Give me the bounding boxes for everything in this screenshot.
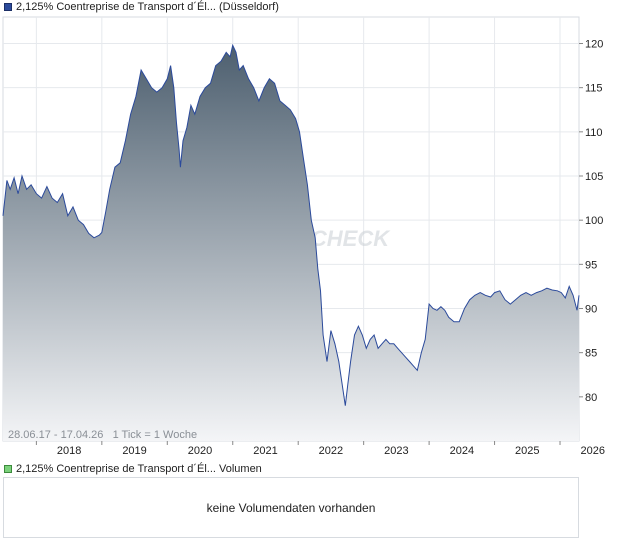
price-legend-swatch [4, 3, 12, 11]
price-legend-label: 2,125% Coentreprise de Transport d´Él...… [16, 1, 279, 13]
x-tick-label: 2018 [57, 445, 81, 457]
y-axis: 80 85 90 95 100 105 110 115 120 [579, 39, 603, 404]
x-axis: 2018 2019 2020 2021 2022 2023 2024 2025 2026 [35, 441, 605, 457]
x-tick-label: 2019 [122, 445, 146, 457]
x-tick-label: 2026 [581, 445, 605, 457]
volume-panel: keine Volumendaten vorhanden [3, 477, 579, 538]
watermark: CHECK [311, 226, 391, 251]
y-tick-label: 105 [585, 171, 603, 183]
x-tick-label: 2020 [188, 445, 212, 457]
x-tick-label: 2025 [515, 445, 539, 457]
date-range-info: 28.06.17 - 17.04.26 1 Tick = 1 Woche [8, 429, 197, 441]
price-area [3, 45, 579, 442]
price-legend: 2,125% Coentreprise de Transport d´Él...… [4, 0, 279, 14]
x-tick-label: 2024 [450, 445, 474, 457]
y-tick-label: 80 [585, 392, 597, 404]
volume-empty-message: keine Volumendaten vorhanden [206, 500, 376, 515]
y-tick-label: 95 [585, 259, 597, 271]
volume-legend-swatch [4, 465, 12, 473]
y-tick-label: 110 [585, 127, 603, 139]
y-tick-label: 90 [585, 304, 597, 316]
y-tick-label: 85 [585, 348, 597, 360]
x-tick-label: 2022 [319, 445, 343, 457]
price-line [2, 43, 580, 406]
y-tick-label: 120 [585, 39, 603, 51]
y-tick-label: 100 [585, 215, 603, 227]
volume-legend-label: 2,125% Coentreprise de Transport d´Él...… [16, 463, 262, 475]
y-tick-label: 115 [585, 83, 603, 95]
volume-legend: 2,125% Coentreprise de Transport d´Él...… [4, 462, 262, 476]
x-tick-label: 2023 [384, 445, 408, 457]
x-tick-label: 2021 [253, 445, 277, 457]
